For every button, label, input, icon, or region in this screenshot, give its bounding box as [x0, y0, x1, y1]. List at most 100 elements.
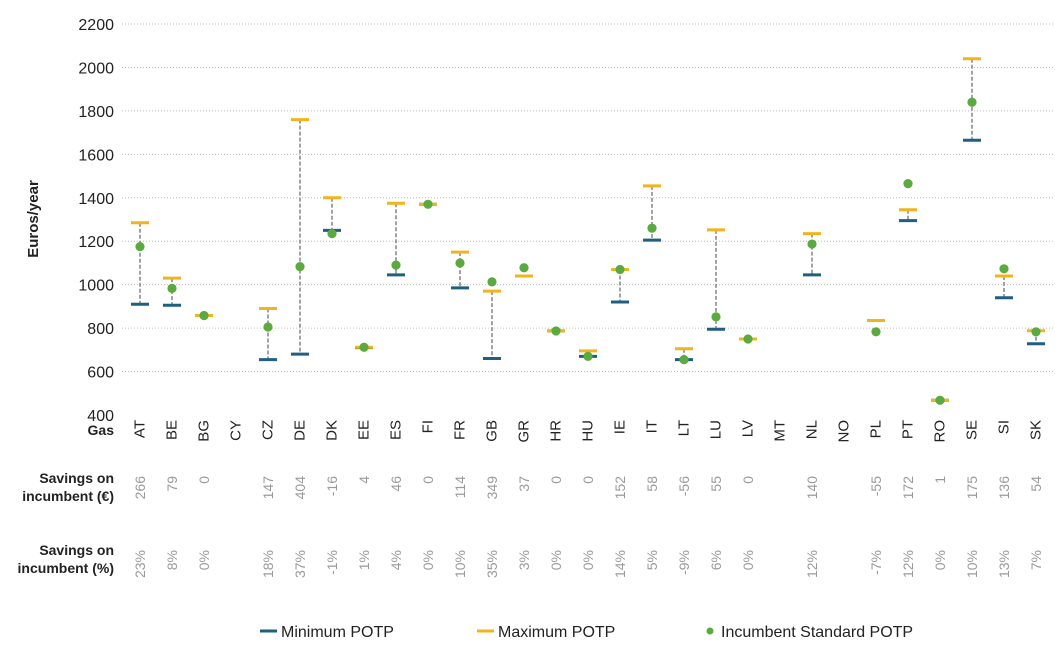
row-label-line1: Savings on: [39, 542, 114, 558]
category-label-BG: BG: [196, 420, 213, 442]
savings-pct-DE: 37%: [292, 550, 308, 578]
incumbent-dot-SK: [1031, 327, 1041, 337]
savings-pct-IT: 5%: [644, 550, 660, 570]
savings-eur-PT: 172: [900, 476, 916, 500]
incumbent-dot-BE: [167, 283, 177, 293]
incumbent-dot-FI: [423, 199, 433, 209]
savings-eur-BG: 0: [196, 476, 212, 484]
savings-pct-PL: -7%: [868, 550, 884, 575]
savings-eur-LT: -56: [676, 476, 692, 496]
savings-eur-NL: 140: [804, 476, 820, 500]
category-label-PT: PT: [900, 420, 917, 439]
legend-label-maximum: Maximum POTP: [498, 624, 615, 641]
incumbent-dot-PL: [871, 327, 881, 337]
y-tick-label: 400: [87, 408, 114, 425]
savings-eur-ES: 46: [388, 476, 404, 492]
savings-pct-PT: 12%: [900, 550, 916, 578]
category-label-LV: LV: [740, 420, 757, 437]
legend-marker-incumbent: [706, 627, 714, 635]
savings-pct-ES: 4%: [388, 550, 404, 570]
savings-eur-FI: 0: [420, 476, 436, 484]
savings-eur-HU: 0: [580, 476, 596, 484]
legend-label-minimum: Minimum POTP: [281, 624, 394, 641]
y-tick-label: 2000: [78, 60, 114, 77]
incumbent-dot-LT: [679, 355, 689, 365]
legend-label-incumbent: Incumbent Standard POTP: [721, 624, 913, 641]
category-label-SK: SK: [1028, 420, 1045, 440]
category-header: Gas: [88, 422, 115, 438]
incumbent-dot-NL: [807, 239, 817, 249]
category-label-HR: HR: [548, 420, 565, 442]
savings-pct-SI: 13%: [996, 550, 1012, 578]
savings-eur-PL: -55: [868, 476, 884, 496]
category-label-BE: BE: [164, 420, 181, 440]
savings-pct-FR: 10%: [452, 550, 468, 578]
incumbent-dot-BG: [199, 310, 209, 321]
category-label-SE: SE: [964, 420, 981, 440]
row-label-line1: Savings on: [39, 470, 114, 486]
category-label-FI: FI: [420, 420, 437, 433]
savings-pct-IE: 14%: [612, 550, 628, 578]
incumbent-dot-FR: [455, 258, 465, 268]
savings-pct-LT: -9%: [676, 550, 692, 575]
category-label-DK: DK: [324, 420, 341, 441]
y-tick-label: 600: [87, 365, 114, 382]
category-label-MT: MT: [772, 420, 789, 442]
savings-pct-BE: 8%: [164, 550, 180, 570]
savings-eur-RO: 1: [932, 476, 948, 484]
incumbent-dot-IT: [647, 223, 657, 233]
category-label-NL: NL: [804, 420, 821, 439]
category-label-SI: SI: [996, 420, 1013, 434]
row-label-line2: incumbent (%): [18, 560, 114, 576]
savings-eur-FR: 114: [452, 476, 468, 499]
savings-pct-LU: 6%: [708, 550, 724, 570]
savings-pct-FI: 0%: [420, 550, 436, 570]
savings-eur-GR: 37: [516, 476, 532, 492]
savings-eur-HR: 0: [548, 476, 564, 484]
savings-pct-EE: 1%: [356, 550, 372, 570]
savings-eur-CZ: 147: [260, 476, 276, 500]
category-label-GB: GB: [484, 420, 501, 442]
savings-eur-SI: 136: [996, 476, 1012, 500]
savings-pct-HR: 0%: [548, 550, 564, 570]
savings-eur-LV: 0: [740, 476, 756, 484]
incumbent-dot-ES: [391, 260, 401, 270]
incumbent-dot-IE: [615, 264, 625, 275]
savings-pct-SK: 7%: [1028, 550, 1044, 570]
incumbent-dot-DE: [295, 262, 305, 272]
savings-eur-DE: 404: [292, 476, 308, 500]
savings-pct-GB: 35%: [484, 550, 500, 578]
savings-pct-LV: 0%: [740, 550, 756, 570]
savings-pct-CZ: 18%: [260, 550, 276, 578]
savings-eur-DK: -16: [324, 476, 340, 496]
incumbent-dot-HR: [551, 326, 561, 336]
savings-eur-EE: 4: [356, 476, 372, 484]
savings-eur-SE: 175: [964, 476, 980, 500]
incumbent-dot-PT: [903, 179, 913, 189]
savings-eur-SK: 54: [1028, 476, 1044, 492]
category-label-LT: LT: [676, 420, 693, 436]
savings-eur-IT: 58: [644, 476, 660, 492]
incumbent-dot-DK: [327, 229, 337, 239]
savings-eur-AT: 266: [132, 476, 148, 500]
savings-pct-SE: 10%: [964, 550, 980, 578]
incumbent-dot-RO: [935, 395, 945, 405]
y-tick-label: 2200: [78, 17, 114, 34]
category-label-FR: FR: [452, 420, 469, 440]
category-label-LU: LU: [708, 420, 725, 439]
category-label-IE: IE: [612, 420, 629, 434]
category-label-ES: ES: [388, 420, 405, 440]
savings-pct-AT: 23%: [132, 550, 148, 578]
incumbent-dot-EE: [359, 342, 369, 352]
savings-eur-BE: 79: [164, 476, 180, 492]
y-tick-label: 1800: [78, 104, 114, 121]
savings-pct-GR: 3%: [516, 550, 532, 570]
savings-eur-GB: 349: [484, 476, 500, 500]
category-label-AT: AT: [132, 420, 149, 438]
incumbent-dot-SI: [999, 264, 1009, 274]
savings-pct-RO: 0%: [932, 550, 948, 570]
savings-pct-BG: 0%: [196, 550, 212, 570]
savings-pct-NL: 12%: [804, 550, 820, 578]
category-label-IT: IT: [644, 420, 661, 433]
